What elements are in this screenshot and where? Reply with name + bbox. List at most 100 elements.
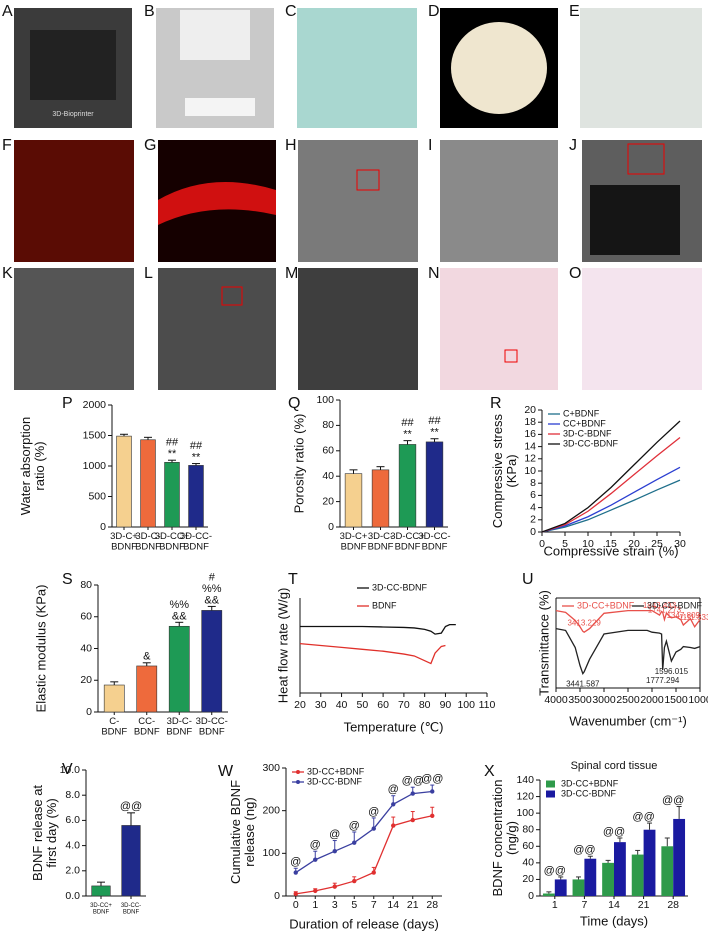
y-tick-label: 40 (322, 470, 334, 482)
y-axis-label: Heat flow rate (W/g) (275, 588, 290, 704)
x-tick-label: 1500 (664, 694, 688, 706)
legend-label: 3D-CC-BDNF (563, 438, 619, 448)
x-axis-label: Time (days) (580, 913, 648, 928)
y-tick-label: 2 (530, 514, 536, 526)
x-tick-label: 30 (674, 538, 686, 550)
bar (121, 825, 141, 897)
significance-label: @@ (632, 811, 654, 823)
highlight-box (627, 143, 665, 175)
marker (410, 817, 415, 823)
significance-label: ## ** (428, 415, 441, 439)
x-tick-label: 3D-CC-BDNF (196, 716, 228, 737)
marker (391, 823, 396, 828)
marker (293, 891, 298, 897)
x-tick-label: 7 (581, 899, 587, 911)
line (555, 627, 701, 675)
photo (580, 8, 702, 128)
x-tick-label: 21 (407, 899, 419, 911)
bar (643, 829, 656, 896)
micrograph (298, 268, 418, 390)
highlight-box (504, 349, 518, 363)
significance-label: %% && (169, 599, 189, 623)
panel-label: T (288, 571, 298, 588)
bar (103, 684, 125, 713)
marker (313, 888, 318, 894)
peak-label: 1741.273 (648, 606, 682, 615)
significance-label: & (143, 651, 151, 663)
x-tick-label: 40 (336, 699, 348, 711)
panel-label: M (285, 265, 298, 282)
panel-label: K (2, 265, 13, 282)
x-tick-label: 3D-CC-BDNF (180, 531, 212, 552)
y-tick-label: 8 (530, 477, 536, 489)
y-axis-label: Cumulative BDNFrelease (ng) (228, 780, 257, 884)
y-axis-label: BDNF concentration(ng/g) (490, 779, 519, 896)
bar (554, 879, 567, 896)
significance-label: ## ** (166, 437, 179, 461)
y-tick-label: 1000 (83, 460, 107, 472)
y-tick-label: 100 (516, 807, 534, 819)
line (541, 479, 681, 533)
x-tick-label: 21 (638, 899, 650, 911)
y-tick-label: 0.0 (65, 890, 80, 902)
legend-swatch (546, 790, 555, 798)
marker (430, 789, 435, 794)
y-tick-label: 6 (530, 489, 536, 501)
x-tick-label: 1000 (688, 694, 708, 706)
bar (371, 469, 390, 528)
panel-label: E (569, 3, 580, 20)
panel-label: C (285, 3, 297, 20)
x-tick-label: 25 (651, 538, 663, 550)
significance-label: @@ (603, 826, 625, 838)
bar (116, 435, 132, 528)
x-tick-label: 0 (293, 899, 299, 911)
x-axis-label: Compressive strain (%) (543, 543, 678, 558)
x-tick-label: 3D-C-BDNF (368, 531, 394, 552)
panel-label: H (285, 137, 297, 154)
y-tick-label: 0 (274, 890, 280, 902)
x-tick-label: 1 (312, 899, 318, 911)
panel-label: P (62, 395, 73, 412)
panel-label: X (484, 763, 495, 780)
x-tick-label: 3D-CC+ BDNF (90, 903, 112, 916)
photo (297, 8, 417, 128)
x-tick-label: 3D-C+ BDNF (110, 531, 138, 552)
significance-label: @@ (662, 794, 684, 806)
bar (631, 854, 644, 896)
y-tick-label: 16 (524, 428, 536, 440)
significance-label: @ (290, 856, 301, 868)
y-tick-label: 60 (322, 445, 334, 457)
photo-detail (451, 22, 547, 114)
legend-label: CC+BDNF (563, 418, 606, 428)
significance-label: @ (329, 828, 340, 840)
panel-label: V (62, 761, 73, 778)
legend-label: C+BDNF (563, 408, 600, 418)
y-tick-label: 20 (524, 404, 536, 416)
x-tick-label: 2500 (616, 694, 640, 706)
legend-label: 3D-CC-BDNF (307, 776, 363, 786)
marker (332, 884, 337, 889)
panel-label: B (144, 3, 155, 20)
panel-label: D (428, 3, 440, 20)
peak-label: 3441.587 (566, 680, 600, 689)
x-tick-label: 80 (419, 699, 431, 711)
printer-label: 3D-Bioprinter (52, 111, 94, 118)
y-tick-label: 100 (316, 394, 334, 406)
panel-label: R (490, 395, 502, 412)
x-tick-label: 3D-C-BDNF (166, 716, 192, 737)
panel-label: J (569, 137, 577, 154)
y-tick-label: 18 (524, 416, 536, 428)
peak-label: 1777.294 (646, 676, 680, 685)
line (541, 466, 681, 533)
x-tick-label: 3D-C-BDNF (135, 531, 161, 552)
micrograph (298, 140, 418, 262)
y-axis-label: Water absorptionratio (%) (18, 417, 47, 516)
x-tick-label: 5 (351, 899, 357, 911)
y-tick-label: 1500 (83, 429, 107, 441)
y-tick-label: 20 (80, 674, 92, 686)
x-tick-label: 14 (608, 899, 620, 911)
x-tick-label: 20 (294, 699, 306, 711)
x-tick-label: 28 (667, 899, 679, 911)
x-tick-label: 5 (562, 538, 568, 550)
